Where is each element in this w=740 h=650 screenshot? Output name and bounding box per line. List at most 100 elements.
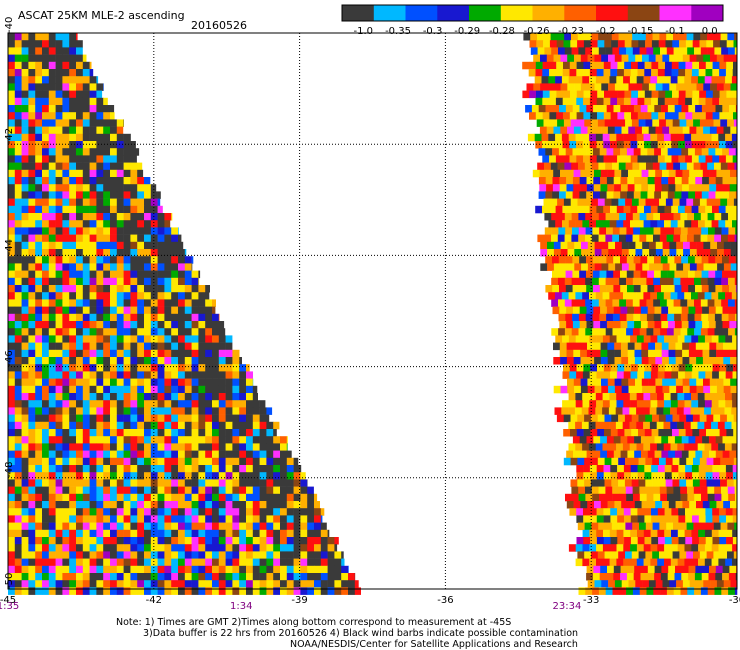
heatmap-cell [646, 313, 654, 322]
heatmap-cell [55, 580, 63, 588]
heatmap-cell [547, 249, 555, 257]
heatmap-cell [137, 429, 145, 437]
heatmap-cell [713, 457, 721, 466]
heatmap-cell [62, 565, 70, 574]
heatmap-cell [687, 493, 695, 502]
heatmap-cell [96, 357, 104, 365]
heatmap-cell [588, 407, 596, 415]
heatmap-cell [69, 47, 77, 55]
heatmap-cell [246, 421, 254, 430]
heatmap-cell [640, 306, 648, 315]
heatmap-cell [82, 580, 90, 588]
heatmap-cell [680, 234, 688, 243]
heatmap-cell [246, 537, 254, 545]
heatmap-cell [150, 472, 158, 480]
heatmap-cell [82, 83, 90, 91]
heatmap-cell [28, 47, 36, 55]
heatmap-cell [55, 54, 63, 63]
heatmap-cell [35, 357, 43, 365]
heatmap-cell [723, 357, 731, 365]
heatmap-cell [123, 263, 131, 271]
heatmap-cell [705, 155, 713, 163]
heatmap-cell [14, 573, 22, 581]
heatmap-cell [252, 450, 260, 459]
heatmap-cell [665, 364, 673, 372]
heatmap-cell [639, 162, 647, 171]
heatmap-cell [619, 227, 627, 235]
heatmap-cell [616, 292, 624, 300]
heatmap-cell [597, 198, 605, 207]
heatmap-cell [562, 371, 570, 379]
heatmap-cell [164, 270, 172, 279]
heatmap-cell [626, 328, 634, 336]
heatmap-cell [157, 342, 165, 351]
heatmap-cell [123, 241, 131, 250]
heatmap-cell [48, 457, 56, 466]
heatmap-cell [8, 213, 16, 221]
heatmap-cell [630, 335, 638, 343]
heatmap-cell [575, 393, 583, 401]
heatmap-cell [212, 544, 220, 552]
heatmap-cell [722, 565, 730, 574]
heatmap-cell [123, 321, 131, 329]
heatmap-cell [668, 184, 676, 192]
heatmap-cell [82, 515, 90, 523]
heatmap-cell [76, 551, 84, 559]
heatmap-cell [610, 515, 618, 523]
heatmap-cell [629, 133, 637, 142]
heatmap-cell [625, 522, 633, 531]
heatmap-cell [130, 364, 138, 372]
heatmap-cell [218, 313, 220, 322]
heatmap-cell [577, 40, 585, 48]
heatmap-cell [76, 522, 84, 531]
heatmap-cell [96, 227, 104, 235]
heatmap-cell [69, 493, 77, 502]
heatmap-cell [178, 573, 186, 581]
heatmap-cell [607, 501, 615, 509]
heatmap-cell [76, 565, 84, 574]
heatmap-cell [596, 544, 604, 552]
heatmap-cell [560, 263, 568, 271]
heatmap-cell [8, 169, 16, 178]
heatmap-cell [586, 349, 594, 358]
heatmap-cell [184, 328, 192, 336]
heatmap-cell [671, 97, 679, 106]
heatmap-cell [641, 342, 649, 351]
heatmap-cell [578, 486, 586, 495]
heatmap-cell [184, 529, 192, 538]
heatmap-cell [569, 364, 577, 372]
heatmap-cell [650, 558, 658, 567]
heatmap-cell [638, 40, 646, 48]
heatmap-cell [164, 364, 172, 372]
heatmap-cell [589, 371, 597, 379]
heatmap-cell [651, 155, 659, 163]
heatmap-cell [69, 83, 77, 91]
heatmap-cell [212, 465, 220, 473]
heatmap-cell [651, 472, 659, 480]
heatmap-cell [688, 349, 696, 358]
heatmap-cell [42, 385, 50, 394]
heatmap-cell [529, 112, 537, 120]
heatmap-cell [681, 148, 689, 156]
heatmap-cell [35, 407, 43, 415]
heatmap-cell [48, 83, 56, 91]
heatmap-cell [89, 299, 97, 307]
heatmap-cell [644, 90, 652, 99]
heatmap-cell [14, 256, 22, 264]
heatmap-cell [62, 558, 70, 567]
heatmap-cell [560, 357, 568, 365]
heatmap-cell [711, 393, 719, 401]
heatmap-cell [280, 551, 288, 559]
heatmap-cell [42, 169, 50, 178]
heatmap-cell [69, 472, 77, 480]
heatmap-cell [110, 573, 118, 581]
heatmap-cell [650, 205, 658, 214]
heatmap-cell [89, 400, 97, 408]
heatmap-cell [595, 443, 603, 451]
heatmap-cell [82, 169, 90, 178]
heatmap-cell [232, 573, 240, 581]
heatmap-cell [76, 364, 84, 372]
heatmap-cell [702, 565, 710, 574]
heatmap-cell [566, 169, 574, 178]
heatmap-cell [633, 285, 641, 293]
